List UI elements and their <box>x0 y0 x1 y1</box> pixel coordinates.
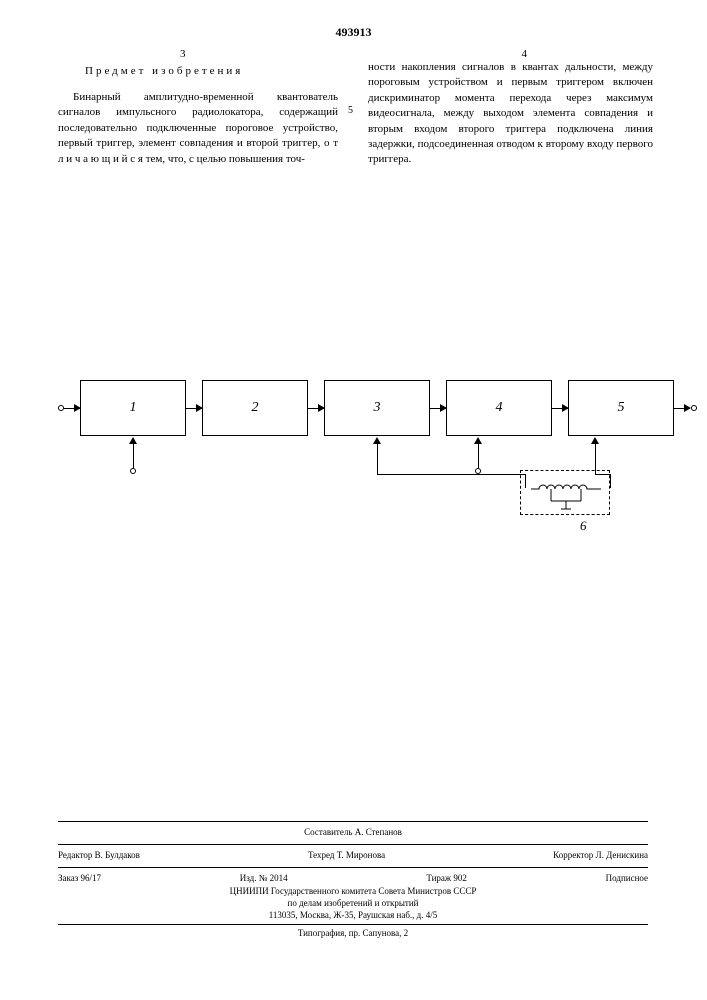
block-3: 3 <box>324 380 430 436</box>
address: 113035, Москва, Ж-35, Раушская наб., д. … <box>58 910 648 922</box>
org-line-2: по делам изобретений и открытий <box>58 898 648 910</box>
org-line-1: ЦНИИПИ Государственного комитета Совета … <box>58 886 648 898</box>
technical-editor: Техред Т. Миронова <box>308 850 385 862</box>
page-number-right: 4 <box>522 48 528 60</box>
compiler: Составитель А. Степанов <box>58 825 648 841</box>
block-1: 1 <box>80 380 186 436</box>
block-2: 2 <box>202 380 308 436</box>
order-number: Заказ 96/17 <box>58 873 101 885</box>
block-6-label: 6 <box>580 518 587 534</box>
page-number-left: 3 <box>180 48 186 60</box>
circulation: Тираж 902 <box>426 873 467 885</box>
subscription: Подписное <box>606 873 648 885</box>
block-4: 4 <box>446 380 552 436</box>
left-column-text: Бинарный амплитудно-временной квантовате… <box>58 90 338 167</box>
right-column-text: ности накопления сигналов в квантах даль… <box>368 60 653 168</box>
delay-line-box <box>520 470 610 515</box>
typography: Типография, пр. Сапунова, 2 <box>58 928 648 940</box>
patent-number: 493913 <box>336 25 372 40</box>
line-marker: 5 <box>348 105 353 116</box>
editor: Редактор В. Булдаков <box>58 850 140 862</box>
corrector: Корректор Л. Денискина <box>553 850 648 862</box>
footer: Составитель А. Степанов Редактор В. Булд… <box>58 818 648 940</box>
edition-number: Изд. № 2014 <box>240 873 288 885</box>
block-1-input-terminal <box>130 468 136 474</box>
output-terminal <box>691 405 697 411</box>
section-title: Предмет изобретения <box>85 65 243 77</box>
block-diagram: 1 2 3 4 5 <box>40 330 670 530</box>
block-5: 5 <box>568 380 674 436</box>
